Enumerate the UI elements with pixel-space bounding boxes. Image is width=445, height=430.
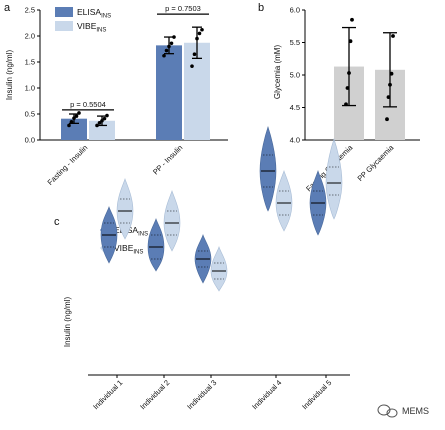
panel-a-data-point <box>172 35 176 39</box>
panel-c-violin <box>325 138 343 220</box>
panel-c-x-tick-label: Individual 2 <box>138 378 171 411</box>
panel-a-data-point <box>95 123 99 128</box>
panel-c-x-tick-label: Individual 5 <box>300 378 333 411</box>
panel-a-y-tick-label: 1.5 <box>25 58 35 67</box>
panel-a-data-point <box>200 27 204 32</box>
panel-letter-a: a <box>4 2 11 14</box>
panel-b-chart: Glycemia (mM) 4.04.55.05.56.0Fasting Gly… <box>273 6 420 193</box>
panel-a-data-point <box>77 111 81 115</box>
panel-a-data-point <box>164 48 169 53</box>
panel-b-x-tick-label: PP Glycaemia <box>356 142 396 182</box>
panel-a-data-point <box>102 116 107 121</box>
panel-a-chart: Insulin (ng/ml) ELISAINS VIBEINS 0.0 0.5 1… <box>5 4 228 187</box>
panel-a-data-point <box>74 114 79 118</box>
panel-a-data-point <box>162 53 166 58</box>
panel-letter-b: b <box>258 2 264 14</box>
panel-b-data-point <box>391 34 395 38</box>
panel-c-violin <box>259 126 277 212</box>
panel-a-data-point <box>100 118 104 123</box>
panel-a-y-tick-label: 2.5 <box>25 6 35 15</box>
panel-a-y-axis-label: Insulin (ng/ml) <box>5 50 14 101</box>
legend-label-vibe-c: VIBEINS <box>114 243 143 256</box>
panel-b-data-point <box>344 102 348 107</box>
panel-a-data-point <box>69 120 74 124</box>
panel-b-data-point <box>386 95 391 99</box>
panel-a-x-tick-label: PP - Insulin <box>151 143 184 176</box>
panel-c-violin <box>147 218 165 272</box>
panel-a-bar <box>156 45 182 140</box>
panel-a-y-tick-label: 0.0 <box>25 136 35 145</box>
panel-a-data-point <box>192 52 197 56</box>
legend-label-elisa: ELISAINS <box>77 7 111 20</box>
panel-c-x-tick-label: Individual 1 <box>91 378 124 411</box>
panel-a-y-tick-label: 0.5 <box>25 110 35 119</box>
legend-label-elisa-c: ELISAINS <box>114 225 148 238</box>
panel-a-data-point <box>167 44 171 49</box>
panel-b-data-point <box>348 39 353 44</box>
panel-a-p-value: p = 0.5504 <box>70 100 106 109</box>
panel-b-data-point <box>350 17 354 22</box>
panel-c-y-axis-label: Insulin (ng/ml) <box>63 297 72 348</box>
panel-b-y-tick-label: 5.5 <box>290 38 300 47</box>
panel-c-violin <box>275 170 293 232</box>
panel-c-chart: Insulin (ng/ml) ELISAINS VIBEINS Individ… <box>63 126 350 411</box>
panel-a-data-point <box>190 64 194 68</box>
panel-letter-c: c <box>54 216 60 228</box>
panel-b-y-tick-label: 5.0 <box>290 71 300 80</box>
legend-swatch-vibe <box>55 21 73 31</box>
panel-a-y-tick-label: 1.0 <box>25 84 35 93</box>
panel-b-y-axis-label: Glycemia (mM) <box>273 45 282 100</box>
panel-a-data-point <box>72 116 76 120</box>
panel-b-data-point <box>385 117 389 122</box>
panel-b-data-point <box>389 71 394 76</box>
wechat-icon <box>377 404 398 418</box>
panel-a-data-point <box>195 36 199 41</box>
legend-label-vibe: VIBEINS <box>77 21 106 34</box>
panel-a-data-point <box>105 113 109 118</box>
panel-a-data-point <box>169 41 174 46</box>
panel-a-x-tick-label: Fasting - Insulin <box>46 143 90 187</box>
panel-c-violin <box>116 178 134 240</box>
panel-b-data-point <box>388 82 392 87</box>
watermark: MEMS <box>377 404 429 418</box>
panel-c-x-tick-label: Individual 4 <box>250 378 283 411</box>
panel-c-violin <box>210 246 228 292</box>
panel-a-bar <box>61 118 87 140</box>
panel-a-data-point <box>67 123 71 128</box>
panel-a-data-point <box>197 31 202 36</box>
legend-swatch-elisa <box>55 7 73 17</box>
panel-b-y-tick-label: 4.5 <box>290 103 300 112</box>
panel-b-y-tick-label: 6.0 <box>290 6 300 15</box>
panel-b-data-point <box>345 86 350 90</box>
panel-b-y-tick-label: 4.0 <box>290 136 300 145</box>
panel-a-legend: ELISAINS VIBEINS <box>55 7 111 34</box>
watermark-text: MEMS <box>402 406 429 416</box>
panel-a-y-tick-label: 2.0 <box>25 32 35 41</box>
panel-b-data-point <box>347 71 351 75</box>
panel-a-p-value: p = 0.7503 <box>165 4 201 13</box>
panel-c-violin <box>163 190 181 252</box>
panel-a-data-point <box>97 121 102 125</box>
panel-c-x-tick-label: Individual 3 <box>185 378 218 411</box>
